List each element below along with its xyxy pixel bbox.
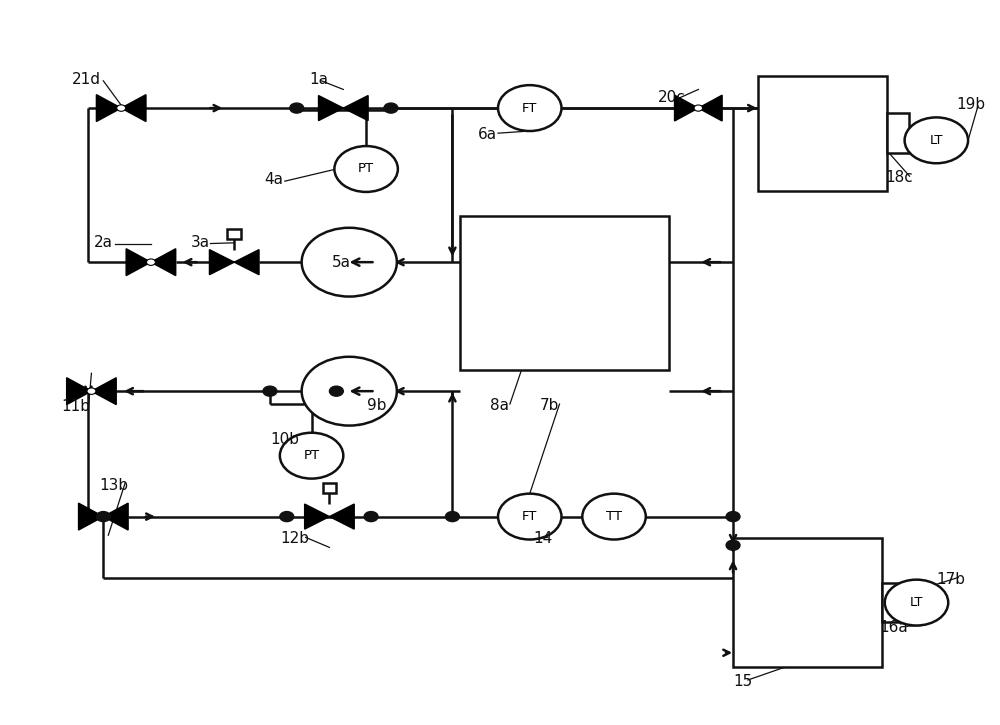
Polygon shape	[121, 95, 146, 122]
Text: 6a: 6a	[478, 127, 497, 142]
Bar	[733, 538, 882, 667]
Text: TT: TT	[606, 510, 622, 523]
Text: 8a: 8a	[490, 398, 509, 413]
Polygon shape	[305, 504, 354, 529]
Text: LT: LT	[930, 134, 943, 147]
Circle shape	[117, 105, 126, 112]
Text: 17b: 17b	[936, 572, 965, 587]
Text: 3a: 3a	[191, 235, 210, 249]
Text: 9b: 9b	[367, 398, 387, 413]
Circle shape	[263, 386, 277, 396]
Text: 16a: 16a	[879, 620, 908, 635]
Circle shape	[99, 513, 108, 520]
Circle shape	[498, 494, 561, 539]
Circle shape	[280, 512, 294, 521]
Text: LT: LT	[910, 596, 923, 609]
Polygon shape	[67, 378, 91, 405]
Text: 20c: 20c	[658, 90, 685, 105]
Polygon shape	[79, 503, 103, 530]
Circle shape	[87, 388, 96, 394]
Circle shape	[96, 512, 110, 521]
Bar	[323, 484, 336, 493]
Text: FT: FT	[522, 102, 537, 115]
Circle shape	[694, 105, 703, 111]
Circle shape	[302, 228, 397, 297]
Circle shape	[726, 540, 740, 550]
Polygon shape	[103, 503, 128, 530]
Polygon shape	[91, 378, 116, 405]
Polygon shape	[698, 95, 722, 121]
Bar	[460, 215, 669, 370]
Circle shape	[302, 357, 397, 426]
Polygon shape	[96, 95, 121, 122]
Circle shape	[384, 103, 398, 113]
Circle shape	[905, 117, 968, 163]
Text: 18c: 18c	[886, 170, 914, 185]
Text: 12b: 12b	[280, 531, 309, 547]
Polygon shape	[319, 96, 368, 120]
Circle shape	[885, 580, 948, 626]
Text: 10b: 10b	[270, 431, 299, 447]
Text: 19b: 19b	[956, 97, 985, 112]
Text: 21d: 21d	[72, 72, 101, 87]
Bar	[758, 76, 887, 191]
Polygon shape	[675, 95, 698, 121]
Circle shape	[146, 259, 155, 265]
Circle shape	[582, 494, 646, 539]
Polygon shape	[209, 249, 259, 275]
Text: 4a: 4a	[264, 173, 283, 187]
Bar	[887, 113, 909, 153]
Circle shape	[726, 512, 740, 521]
Text: 14: 14	[534, 531, 553, 547]
Text: PT: PT	[358, 162, 374, 175]
Circle shape	[364, 512, 378, 521]
Circle shape	[445, 512, 459, 521]
Bar	[882, 583, 904, 622]
Circle shape	[329, 386, 343, 396]
Polygon shape	[126, 249, 151, 276]
Text: 1a: 1a	[310, 72, 329, 87]
Circle shape	[280, 433, 343, 478]
Bar	[227, 229, 241, 239]
Text: 7b: 7b	[540, 398, 559, 413]
Circle shape	[498, 85, 561, 131]
Polygon shape	[151, 249, 176, 276]
Text: 13b: 13b	[99, 478, 128, 493]
Circle shape	[290, 103, 304, 113]
Text: FT: FT	[522, 510, 537, 523]
Text: 15: 15	[733, 674, 752, 689]
Circle shape	[334, 146, 398, 192]
Text: 11b: 11b	[62, 399, 91, 415]
Text: PT: PT	[304, 450, 320, 462]
Text: 2a: 2a	[93, 235, 112, 249]
Text: 5a: 5a	[331, 254, 350, 270]
